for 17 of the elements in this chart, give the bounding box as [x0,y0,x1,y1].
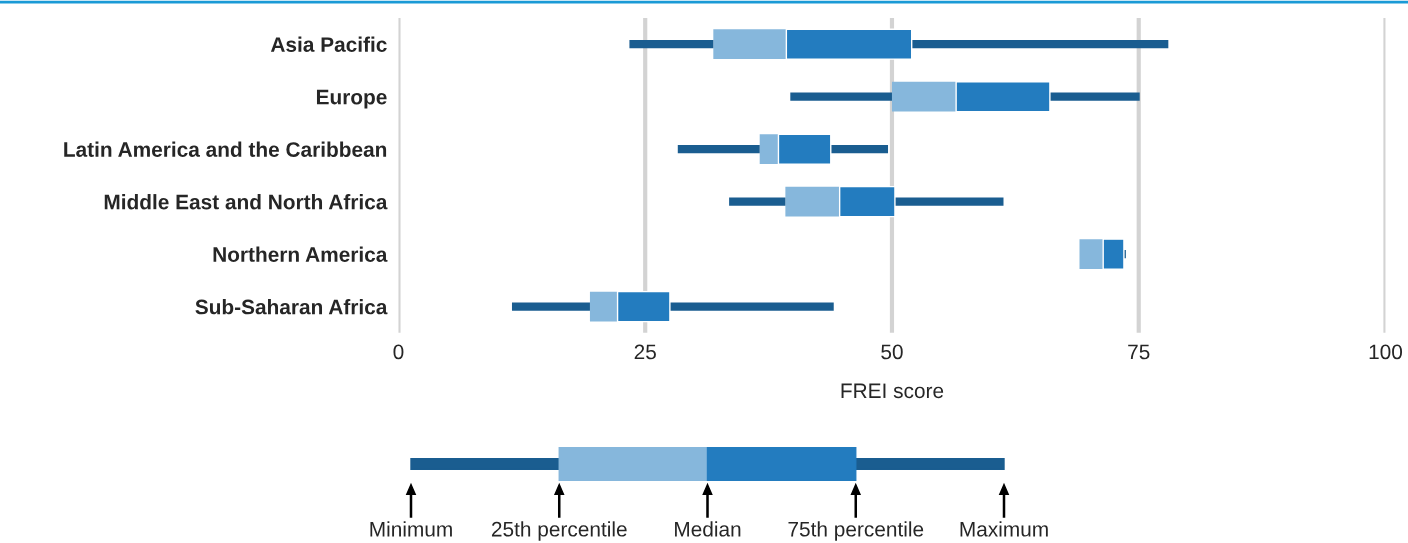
y-tick-label: Sub-Saharan Africa [195,299,388,315]
text: Median [675,521,741,537]
y-tick-label: Northern America [213,246,388,262]
y-tick-label: Middle East and North Africa [104,194,388,210]
x-tick-label: 75 [1128,344,1150,360]
text: 75th percentile [788,521,924,541]
x-axis-title: FREI score [841,383,944,399]
x-tick-label: 50 [881,344,903,360]
y-tick-label: Europe [316,89,387,109]
x-tick-label: 100 [1369,344,1403,360]
y-tick-label: Latin America and the Caribbean [64,141,387,157]
text: Minimum [370,521,452,537]
text: 25th percentile [491,521,627,541]
text: Maximum [960,521,1048,537]
x-tick-label: 25 [634,344,656,360]
y-tick-label: Asia Pacific [270,36,387,52]
x-tick-label: 0 [393,344,404,360]
